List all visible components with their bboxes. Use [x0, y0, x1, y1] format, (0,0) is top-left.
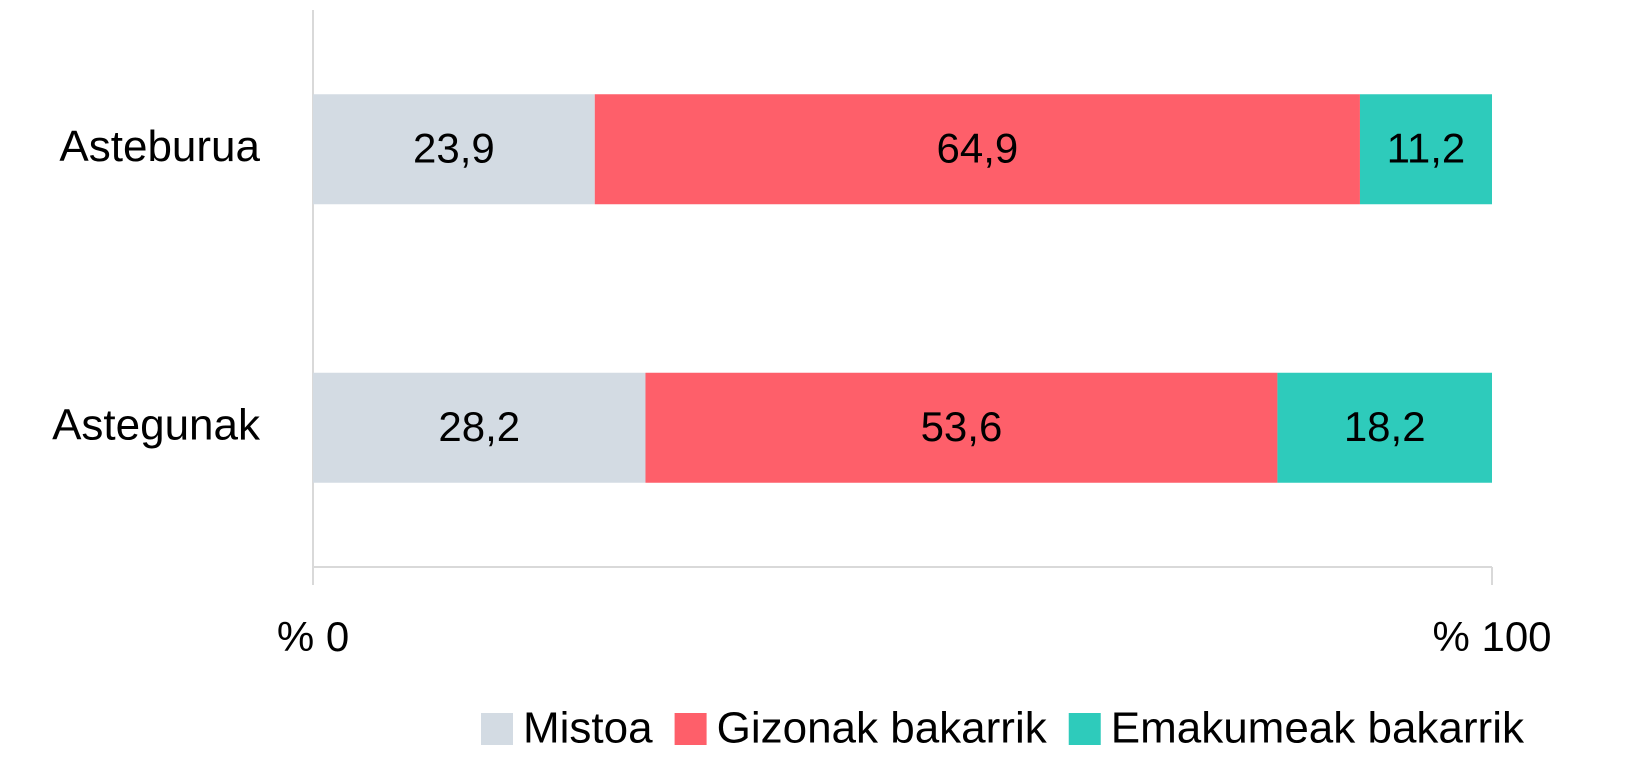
legend-swatch — [481, 713, 513, 745]
bar-segment — [313, 372, 646, 483]
bar-segment — [1359, 94, 1492, 205]
legend-label: Gizonak bakarrik — [717, 704, 1048, 753]
legend-swatch — [674, 713, 707, 745]
data-label: 28,2 — [438, 403, 520, 450]
data-label: 53,6 — [921, 403, 1003, 450]
bar-segment — [1277, 372, 1492, 483]
legend-swatch — [1068, 713, 1101, 745]
bar-segment — [313, 94, 595, 205]
data-label: 64,9 — [936, 124, 1018, 171]
y-tick-label: Asteburua — [59, 122, 260, 171]
legend-label: Emakumeak bakarrik — [1111, 704, 1525, 753]
legend-label: Mistoa — [523, 704, 653, 753]
x-tick-label: % 100 — [1432, 613, 1551, 660]
data-label: 23,9 — [413, 124, 495, 171]
x-tick-label: % 0 — [277, 613, 349, 660]
bar-segment — [594, 94, 1360, 205]
data-label: 18,2 — [1344, 403, 1426, 450]
bar-segment — [645, 372, 1278, 483]
data-label: 11,2 — [1387, 124, 1466, 171]
y-tick-label: Astegunak — [52, 400, 261, 449]
